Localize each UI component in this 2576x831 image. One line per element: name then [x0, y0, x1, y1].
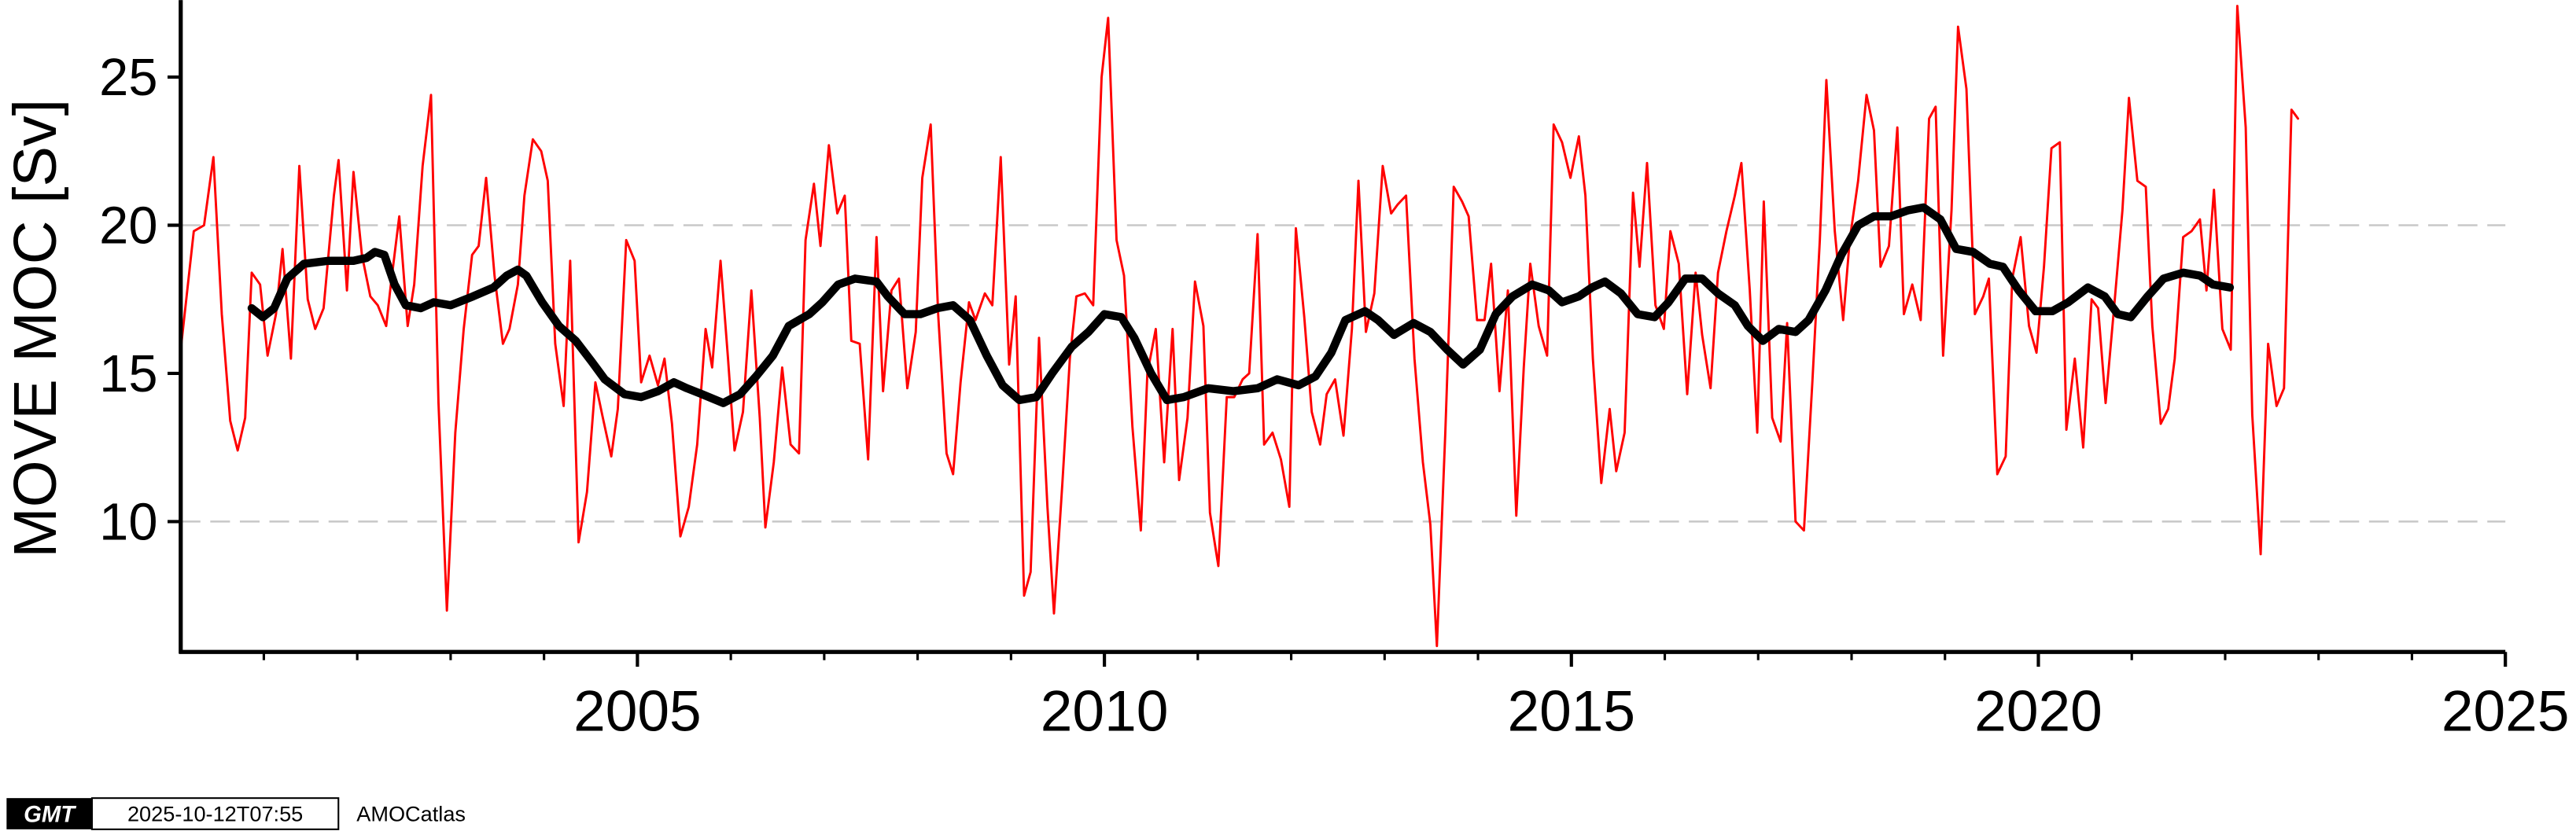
x-tick-label: 2015	[1507, 680, 1635, 744]
x-tick-label: 2005	[573, 680, 702, 744]
series-line	[179, 5, 2300, 648]
y-tick-label: 10	[99, 493, 157, 551]
y-tick-label: 15	[99, 345, 157, 403]
x-tick-label: 2020	[1974, 680, 2102, 744]
x-tick-label: 2010	[1041, 680, 1169, 744]
series-line	[247, 203, 2235, 407]
timestamp: 2025-10-12T07:55	[127, 801, 303, 825]
y-tick-label: 25	[99, 49, 157, 107]
logo: GMT	[24, 802, 76, 827]
logo-box	[6, 798, 92, 829]
timestamp-box	[90, 797, 340, 830]
y-axis-label: MOVE MOC [Sv]	[2, 99, 69, 558]
footer: GMT 2025-10-12T07:55 AMOCatlas	[6, 797, 466, 830]
x-tick-label: 2025	[2441, 680, 2570, 744]
source: AMOCatlas	[356, 801, 466, 825]
y-tick-label: 20	[99, 197, 157, 255]
